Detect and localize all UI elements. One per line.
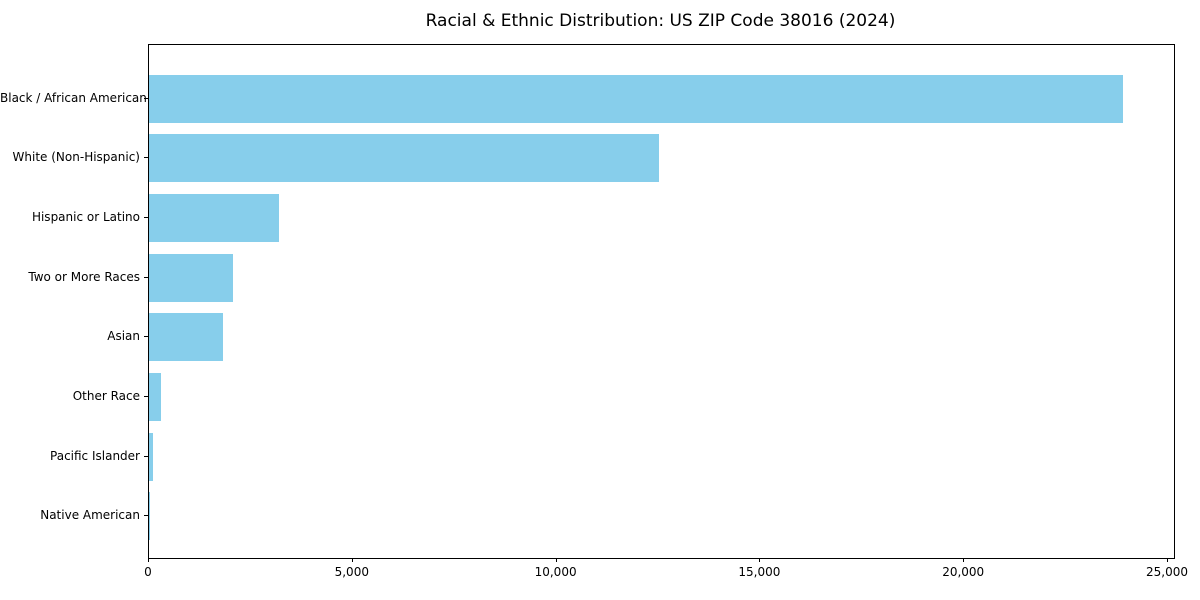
x-tick-label: 25,000 bbox=[1146, 565, 1188, 579]
y-tick-label: Two or More Races bbox=[28, 269, 140, 284]
chart-title: Racial & Ethnic Distribution: US ZIP Cod… bbox=[425, 11, 896, 31]
x-tick-label: 20,000 bbox=[942, 565, 985, 579]
y-tick-mark bbox=[144, 515, 148, 517]
bar bbox=[149, 373, 162, 421]
plot-area bbox=[148, 44, 1175, 559]
bar bbox=[149, 194, 280, 243]
bar bbox=[149, 253, 233, 302]
bar bbox=[149, 492, 150, 541]
x-tick-label: 0 bbox=[144, 565, 152, 579]
y-tick-label: White (Non-Hispanic) bbox=[12, 150, 140, 165]
x-tick-mark bbox=[759, 558, 761, 562]
bar bbox=[149, 432, 154, 481]
y-tick-label: Other Race bbox=[72, 389, 140, 403]
y-tick-label: Black / African American bbox=[0, 90, 147, 105]
y-tick-mark bbox=[144, 455, 148, 457]
x-tick-mark bbox=[351, 558, 353, 562]
x-tick-mark bbox=[555, 558, 557, 562]
y-tick-mark bbox=[144, 396, 148, 397]
bar bbox=[149, 313, 223, 362]
x-tick-label: 5,000 bbox=[334, 565, 369, 579]
x-tick-label: 15,000 bbox=[738, 565, 781, 579]
y-tick-label: Asian bbox=[107, 329, 140, 344]
x-tick-mark bbox=[148, 558, 149, 562]
x-tick-mark bbox=[1167, 558, 1168, 562]
x-tick-label: 10,000 bbox=[534, 565, 577, 579]
y-tick-label: Pacific Islander bbox=[50, 448, 140, 463]
y-tick-mark bbox=[144, 217, 148, 219]
bar bbox=[149, 134, 660, 183]
bar bbox=[149, 74, 1124, 123]
x-tick-mark bbox=[963, 558, 965, 562]
y-tick-mark bbox=[144, 97, 148, 99]
y-tick-mark bbox=[144, 157, 148, 159]
y-tick-mark bbox=[144, 276, 148, 278]
y-tick-label: Hispanic or Latino bbox=[31, 210, 140, 225]
y-tick-mark bbox=[144, 336, 148, 338]
y-tick-label: Native American bbox=[40, 508, 140, 523]
